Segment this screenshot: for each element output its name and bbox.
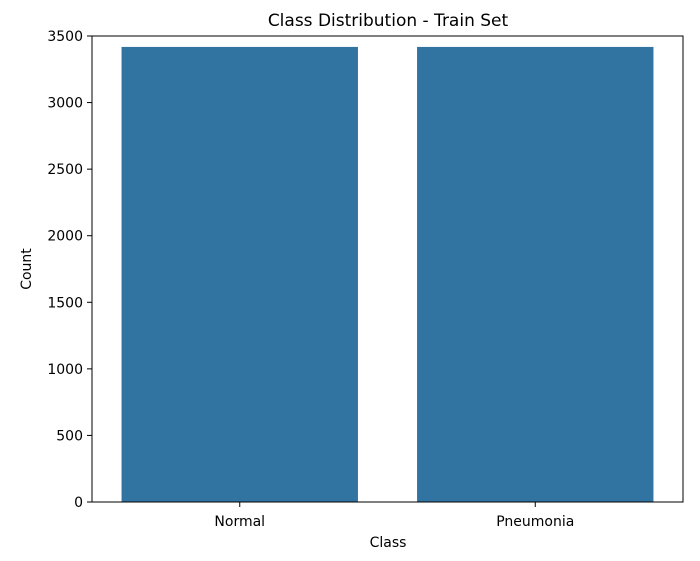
y-axis: 0 500 1000 1500 2000 2500 3000 3500: [47, 29, 92, 511]
y-tick-label: 2000: [47, 229, 83, 245]
y-tick-label: 1000: [47, 362, 83, 378]
x-tick-label: Pneumonia: [496, 514, 574, 530]
y-axis-label: Count: [19, 248, 35, 290]
y-tick-label: 3500: [47, 29, 83, 45]
plot-area: [121, 46, 654, 502]
y-tick-label: 0: [74, 495, 83, 511]
y-tick-label: 2500: [47, 162, 83, 178]
y-tick-label: 500: [56, 428, 83, 444]
bar-pneumonia: [417, 46, 654, 502]
bar-normal: [121, 46, 358, 502]
y-tick-label: 3000: [47, 96, 83, 112]
x-axis-label: Class: [370, 535, 407, 551]
x-tick-label: Normal: [214, 514, 265, 530]
y-tick-label: 1500: [47, 295, 83, 311]
x-axis: Normal Pneumonia: [214, 502, 574, 530]
chart-title: Class Distribution - Train Set: [268, 11, 509, 31]
axes-frame: [91, 35, 684, 503]
